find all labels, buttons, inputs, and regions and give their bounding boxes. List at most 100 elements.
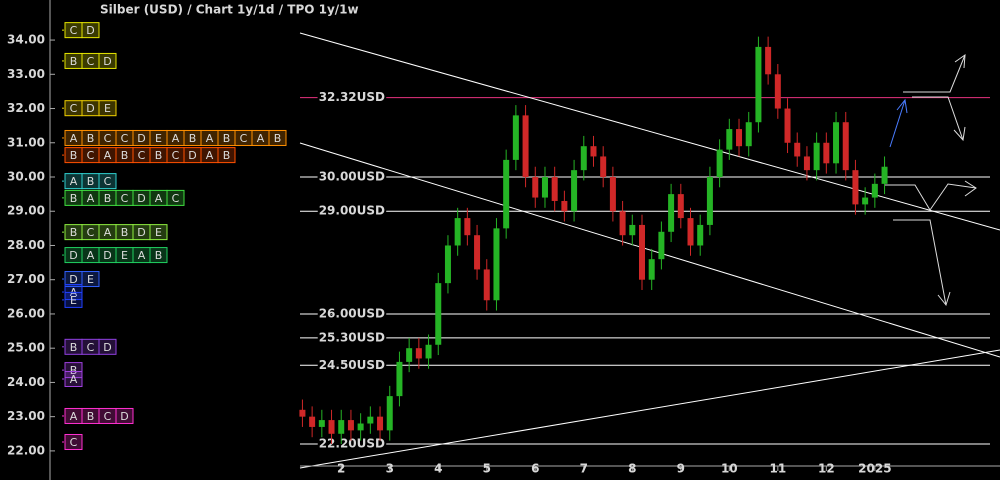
arrow-head [937, 291, 951, 307]
candle-body [862, 197, 869, 205]
trend-line [299, 142, 1000, 358]
tpo-box [268, 129, 287, 146]
candle-body [590, 146, 597, 157]
x-tick-label: 5 [483, 462, 491, 476]
candle-body [454, 218, 461, 246]
candle-body [881, 166, 888, 184]
candles [299, 36, 888, 445]
candle-body [794, 142, 801, 157]
candle-body [638, 224, 645, 280]
candle-body [328, 420, 335, 434]
candle-body [299, 409, 306, 417]
candle-body [580, 146, 587, 171]
y-tick-label: 30.00 [7, 170, 45, 184]
tpo-letter: D [137, 132, 145, 145]
candle-body [726, 129, 733, 150]
price-levels: 32.32USD 30.00USD 29.00USD 26.00USD 25.30USD… [300, 88, 990, 453]
tpo-letter: A [104, 149, 112, 162]
tpo-letter: A [104, 226, 112, 239]
candle-body [833, 122, 840, 164]
tpo-letter: C [87, 55, 95, 68]
trend-line [299, 349, 1000, 469]
candle-body [338, 420, 345, 434]
tpo-box [149, 247, 168, 264]
tpo-letter: B [70, 55, 78, 68]
candle-body [483, 269, 490, 301]
candle-body [668, 194, 675, 232]
candle-body [444, 245, 451, 284]
x-tick-label: 4 [434, 462, 442, 476]
tpo-letter: C [172, 192, 180, 205]
tpo-letter: C [240, 132, 248, 145]
tpo-letter: B [70, 149, 78, 162]
tpo-letter: D [86, 102, 94, 115]
tpo-letter: B [155, 249, 163, 262]
x-tick-label: 9 [677, 462, 685, 476]
trend-lines [299, 32, 1000, 469]
tpo-letter: B [70, 226, 78, 239]
x-tick-label: 11 [769, 462, 786, 476]
tpo-letter: C [138, 149, 146, 162]
tpo-letter: D [137, 226, 145, 239]
candle-body [677, 194, 684, 219]
arrow-head [954, 53, 966, 69]
tpo-letter: B [70, 192, 78, 205]
y-tick-label: 27.00 [7, 272, 45, 286]
tpo-letter: B [70, 364, 78, 377]
tpo-letter: C [70, 24, 78, 37]
candle-body [503, 159, 510, 229]
tpo-letter: E [104, 102, 111, 115]
tpo-letter: B [87, 175, 95, 188]
candle-body [842, 122, 849, 171]
tpo-letter: C [70, 102, 78, 115]
candle-body [600, 156, 607, 178]
candle-body [512, 115, 519, 160]
candle-body [357, 423, 364, 431]
tpo-letter: E [87, 273, 94, 286]
tpo-letter: C [87, 341, 95, 354]
candle-body [541, 177, 548, 198]
tpo-letter: A [155, 192, 163, 205]
candle-body [435, 283, 442, 345]
candle-body [386, 396, 393, 431]
tpo-letter: C [172, 149, 180, 162]
candle-body [571, 170, 578, 212]
candle-body [755, 46, 762, 123]
y-tick-label: 23.00 [7, 409, 45, 423]
x-tick-label: 6 [531, 462, 539, 476]
tpo-letter: D [188, 149, 196, 162]
candle-body [658, 231, 665, 260]
tpo-letter: D [137, 192, 145, 205]
level-label: 22.20USD [319, 437, 385, 451]
candle-body [823, 142, 830, 164]
trend-line [299, 32, 1000, 231]
candle-body [774, 74, 781, 109]
tpo-letter: C [121, 192, 129, 205]
candle-body [464, 218, 471, 236]
tpo-letter: C [104, 410, 112, 423]
tpo-letter: D [103, 55, 111, 68]
arrow [893, 219, 947, 306]
level-label: 24.50USD [319, 358, 385, 372]
tpo-letter: B [104, 192, 112, 205]
x-tick-label: 3 [386, 462, 394, 476]
y-tick-label: 25.00 [7, 341, 45, 355]
candle-body [813, 142, 820, 171]
arrow-head [964, 180, 977, 197]
tpo-letter: D [86, 24, 94, 37]
tpo-letter: C [104, 175, 112, 188]
level-label: 30.00USD [319, 170, 385, 184]
tpo-box [98, 52, 117, 69]
level-label: 26.00USD [319, 306, 385, 320]
x-tick-label: 8 [628, 462, 636, 476]
tpo-box [64, 433, 83, 450]
tpo-letter: A [70, 132, 78, 145]
x-tick-label: 10 [721, 462, 738, 476]
tpo-letter: A [138, 249, 146, 262]
tpo-box [64, 362, 83, 379]
tpo-letter: A [70, 410, 78, 423]
tpo-letter: C [87, 226, 95, 239]
candle-body [716, 149, 723, 178]
tpo-box [166, 189, 185, 206]
